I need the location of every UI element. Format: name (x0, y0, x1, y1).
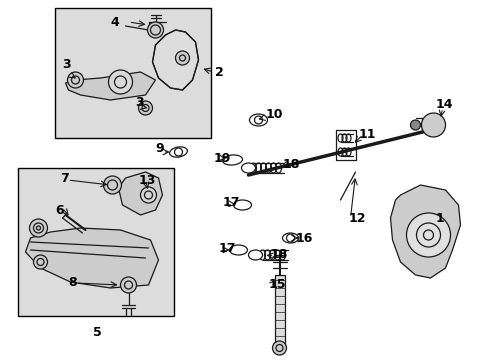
Circle shape (108, 70, 132, 94)
Circle shape (421, 113, 445, 137)
Ellipse shape (248, 250, 262, 260)
Polygon shape (118, 172, 162, 215)
Polygon shape (152, 30, 198, 90)
Circle shape (120, 277, 136, 293)
Polygon shape (390, 185, 460, 278)
Text: 11: 11 (358, 129, 375, 141)
Text: 14: 14 (435, 99, 452, 112)
Ellipse shape (241, 163, 255, 173)
Text: 15: 15 (268, 279, 285, 292)
Ellipse shape (233, 200, 251, 210)
Text: 12: 12 (348, 211, 365, 225)
Text: 8: 8 (68, 276, 77, 289)
Polygon shape (25, 228, 158, 288)
Circle shape (103, 176, 121, 194)
Circle shape (67, 72, 83, 88)
Ellipse shape (222, 155, 242, 165)
Ellipse shape (229, 245, 247, 255)
Text: 3: 3 (135, 95, 144, 108)
Text: 19: 19 (213, 152, 230, 165)
Text: 4: 4 (110, 15, 119, 28)
Text: 2: 2 (215, 66, 224, 78)
Bar (19, 168, 173, 316)
Text: 18: 18 (270, 248, 287, 261)
Circle shape (272, 341, 286, 355)
Text: 9: 9 (155, 141, 164, 154)
Circle shape (138, 101, 152, 115)
Circle shape (406, 213, 449, 257)
Ellipse shape (282, 233, 298, 243)
Circle shape (140, 187, 156, 203)
Text: 3: 3 (62, 58, 71, 72)
Text: 16: 16 (295, 231, 312, 244)
Text: 5: 5 (93, 325, 102, 338)
Circle shape (147, 22, 163, 38)
Text: 13: 13 (138, 174, 156, 186)
Circle shape (34, 255, 47, 269)
Text: 17: 17 (222, 195, 240, 208)
Text: 17: 17 (218, 242, 236, 255)
Text: 10: 10 (265, 108, 283, 122)
Circle shape (29, 219, 47, 237)
Polygon shape (274, 275, 284, 345)
Bar (55, 8, 210, 138)
Circle shape (409, 120, 420, 130)
Ellipse shape (169, 147, 187, 157)
Ellipse shape (249, 114, 267, 126)
Text: 1: 1 (435, 211, 443, 225)
Text: 18: 18 (282, 158, 299, 171)
Text: 6: 6 (55, 203, 64, 216)
Text: 7: 7 (61, 171, 69, 184)
Polygon shape (65, 72, 155, 100)
Circle shape (175, 51, 189, 65)
